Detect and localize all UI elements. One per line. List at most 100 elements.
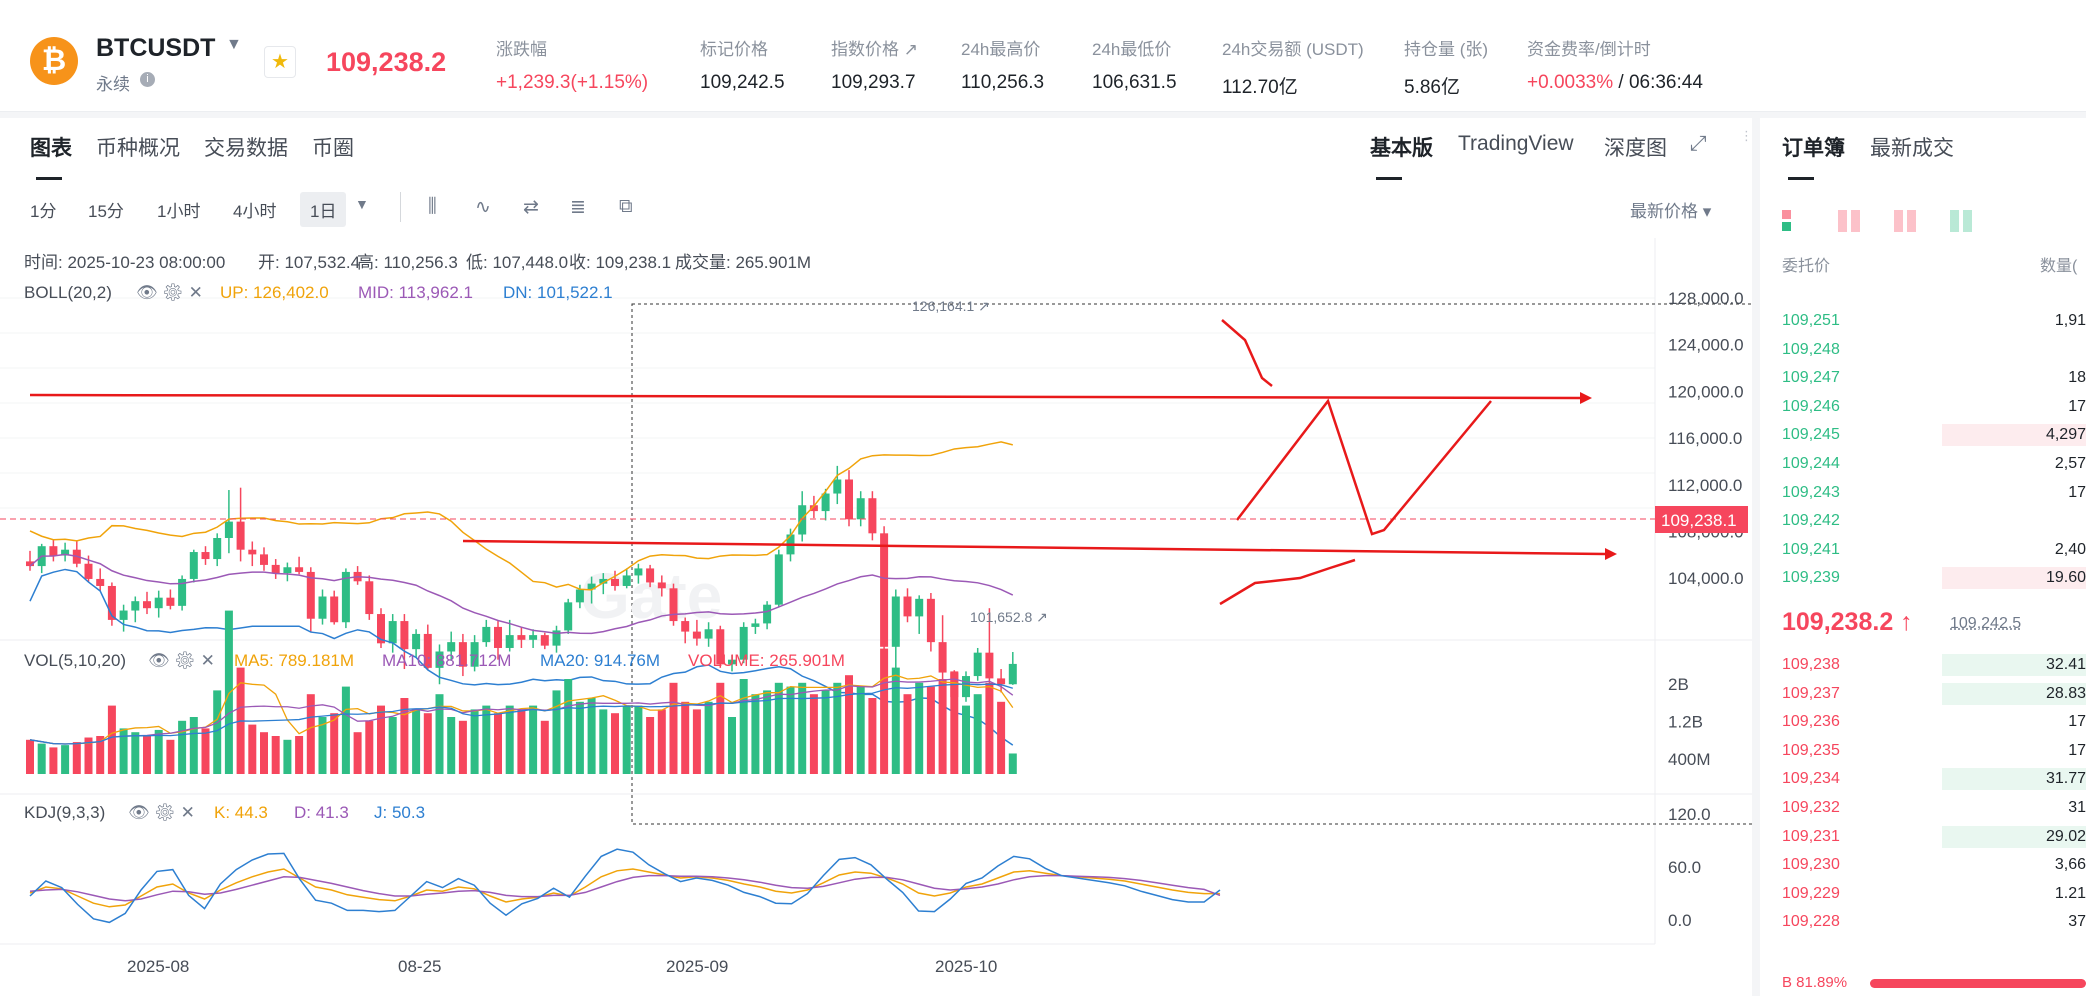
order-price: 109,251 <box>1782 312 1840 329</box>
tab-chart[interactable]: 图表 <box>30 132 72 180</box>
depth-bar <box>1942 567 2086 590</box>
volume-bar <box>564 679 573 774</box>
order-price: 109,248 <box>1782 340 1840 358</box>
bid-row[interactable]: 109,251 1,91 <box>1760 310 2086 334</box>
ask-row[interactable]: 109,235 17 <box>1760 740 2086 764</box>
info-icon[interactable]: i <box>140 72 155 87</box>
settings-sliders-icon[interactable]: ⇄ <box>523 197 539 218</box>
candle-body <box>997 678 1006 685</box>
indicator-icon[interactable]: ∿ <box>475 197 491 218</box>
tf-1m[interactable]: 1分 <box>30 202 57 221</box>
symbol-dropdown-icon[interactable]: ▼ <box>226 36 242 53</box>
fullscreen-icon[interactable]: ⤢ <box>1690 132 1707 155</box>
bid-row[interactable]: 109,247 18 <box>1760 367 2086 391</box>
tf-more-dropdown-icon[interactable]: ▼ <box>355 196 369 212</box>
chart-grid <box>0 238 1752 945</box>
volume-bar <box>143 736 151 774</box>
volume-bar <box>716 682 725 774</box>
volume-bar <box>809 694 818 774</box>
boll-mid: MID: 113,962.1 <box>358 283 473 302</box>
candle-body <box>283 567 292 574</box>
vol-ma5: MA5: 789.181M <box>234 651 354 670</box>
tab-recent-trades[interactable]: 最新成交 <box>1870 137 1954 160</box>
ask-row[interactable]: 109,236 17 <box>1760 711 2086 735</box>
orderbook-asks-icon[interactable] <box>1838 210 1860 232</box>
ohlc-2: 高: 110,256.3 <box>357 253 458 272</box>
drawing-tool-icon[interactable]: ≣ <box>570 197 586 218</box>
tf-1d[interactable]: 1日 <box>300 192 347 227</box>
vol-name: VOL(5,10,20) <box>24 651 126 670</box>
bid-row[interactable]: 109,245 4,297 <box>1760 424 2086 448</box>
kdj-k: K: 44.3 <box>214 803 268 822</box>
stat-24h-low: 24h最低价 106,631.5 <box>1092 40 1177 93</box>
kline-chart[interactable]: Gate 128,000.0124,000.0120,000.0116,000.… <box>0 238 1752 996</box>
mid-index-price[interactable]: 109,242.5 <box>1950 615 2022 632</box>
bid-row[interactable]: 109,242 <box>1760 510 2086 534</box>
layout-icon[interactable]: ⧉ <box>619 196 633 217</box>
orderbook-grid-icon[interactable] <box>1950 210 1972 232</box>
kdj-lines <box>29 848 1221 924</box>
bid-row[interactable]: 109,246 17 <box>1760 396 2086 420</box>
ask-row[interactable]: 109,237 28.83 <box>1760 682 2086 707</box>
tab-coin-overview[interactable]: 币种概况 <box>96 137 180 160</box>
ask-row[interactable]: 109,232 31 <box>1760 797 2086 821</box>
kdj-d-line <box>29 874 1221 902</box>
candle-type-icon[interactable]: ⫼ <box>428 196 437 217</box>
candle-body <box>657 582 666 589</box>
ask-row[interactable]: 109,230 3,66 <box>1760 854 2086 878</box>
volume-bar <box>868 698 877 774</box>
tf-4h[interactable]: 4小时 <box>233 202 277 221</box>
volume-bar <box>622 705 631 774</box>
volume-bar <box>728 717 736 774</box>
tf-1h[interactable]: 1小时 <box>157 202 201 221</box>
tab-trading-data[interactable]: 交易数据 <box>204 137 288 160</box>
volume-bar <box>845 675 853 774</box>
bid-row[interactable]: 109,248 <box>1760 339 2086 363</box>
volume-tick: 2B <box>1668 675 1689 694</box>
volume-tick: 400M <box>1668 750 1711 769</box>
ask-row[interactable]: 109,228 37 <box>1760 911 2086 935</box>
price-type-select[interactable]: 最新价格 ▾ <box>1630 202 1712 221</box>
orderbook-bids-icon[interactable] <box>1894 210 1916 232</box>
order-qty: 17 <box>2068 397 2086 415</box>
view-depth[interactable]: 深度图 <box>1604 137 1667 160</box>
tab-coin-circle[interactable]: 币圈 <box>312 137 354 160</box>
candle-body <box>178 578 187 606</box>
symbol-name[interactable]: BTCUSDT <box>96 34 216 62</box>
ask-row[interactable]: 109,238 32.41 <box>1760 654 2086 678</box>
panel-grip-icon[interactable]: ⋮ <box>1740 128 1753 143</box>
view-basic[interactable]: 基本版 <box>1370 132 1433 180</box>
volume-bar <box>669 682 678 774</box>
volume-bar <box>821 690 830 774</box>
volume-bar <box>505 705 514 774</box>
bid-row[interactable]: 109,241 2,40 <box>1760 539 2086 563</box>
bid-row[interactable]: 109,244 2,57 <box>1760 453 2086 477</box>
ask-row[interactable]: 109,229 1.21 <box>1760 883 2086 907</box>
ask-row[interactable]: 109,234 31.77 <box>1760 768 2086 792</box>
stat-funding-rate: 资金费率/倒计时 +0.0033% / 06:36:44 <box>1527 40 1703 93</box>
view-tradingview[interactable]: TradingView <box>1458 132 1574 155</box>
price-tick: 128,000.0 <box>1668 289 1744 308</box>
time-tick: 2025-10 <box>935 957 997 976</box>
candle-body <box>833 479 842 494</box>
tab-orderbook[interactable]: 订单簿 <box>1782 132 1845 180</box>
favorite-star-icon[interactable]: ★ <box>264 46 296 78</box>
ask-row[interactable]: 109,231 29.02 <box>1760 825 2086 850</box>
order-qty: 1.21 <box>2054 884 2086 902</box>
bid-row[interactable]: 109,239 19.60 <box>1760 567 2086 591</box>
orderbook-both-icon[interactable] <box>1782 210 1804 232</box>
order-price: 109,243 <box>1782 483 1840 501</box>
vol-ma20-line <box>29 683 1013 745</box>
volume-bar <box>786 686 795 774</box>
low-mark: 101,652.8 ↗ <box>970 609 1048 625</box>
vol-volume: VOLUME: 265.901M <box>688 651 845 670</box>
price-tick: 104,000.0 <box>1668 569 1744 588</box>
depth-bar <box>1942 654 2086 676</box>
candle-body <box>412 633 421 650</box>
order-price: 109,231 <box>1782 827 1840 845</box>
kdj-j-line <box>29 848 1221 924</box>
tf-15m[interactable]: 15分 <box>88 202 124 221</box>
bid-row[interactable]: 109,243 17 <box>1760 482 2086 506</box>
boll-dn: DN: 101,522.1 <box>503 283 613 302</box>
stat-index-price[interactable]: 指数价格 ↗ 109,293.7 <box>831 40 918 93</box>
